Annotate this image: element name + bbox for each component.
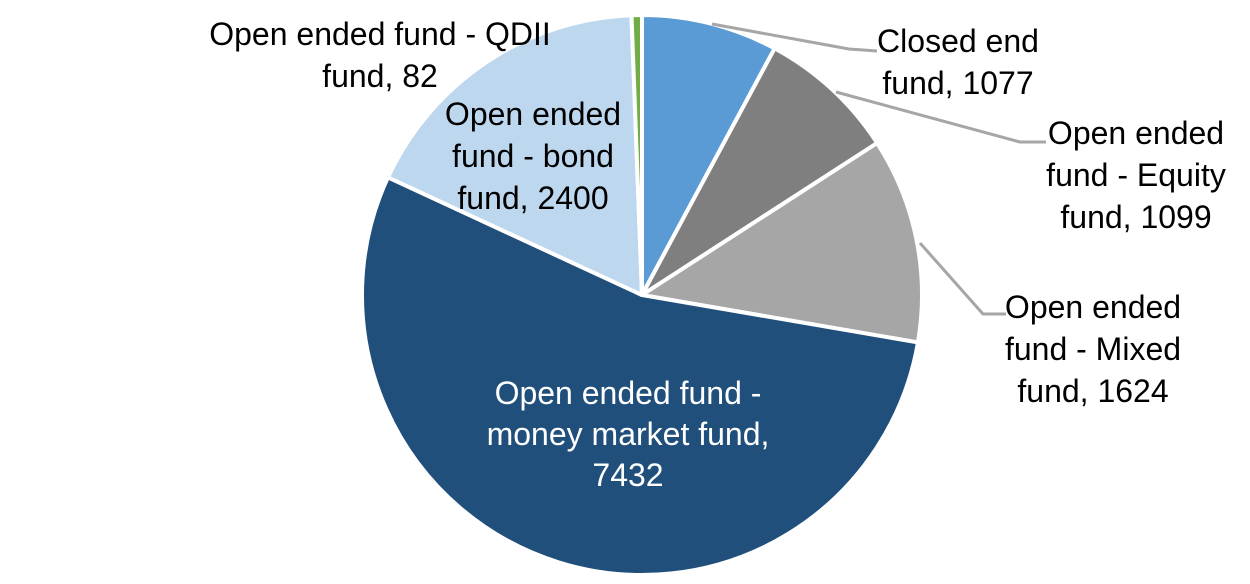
leader-line-open-ended-fund-equity-fund — [835, 90, 1046, 144]
leader-line-open-ended-fund-mixed-fund — [918, 242, 1006, 316]
leader-line-closed-end-fund — [711, 22, 878, 53]
slice-open-ended-fund-qdii-fund — [629, 13, 644, 297]
slice-open-ended-fund-bond-fund — [385, 13, 644, 297]
data-label-open-ended-fund-qdii-fund: Open ended fund - QDII fund, 82 — [209, 16, 551, 94]
slice-open-ended-fund-money-market-fund — [360, 175, 920, 577]
data-label-open-ended-fund-bond-fund: Open ended fund - bond fund, 2400 — [445, 96, 621, 216]
slice-open-ended-fund-equity-fund — [640, 46, 880, 297]
data-label-closed-end-fund: Closed end fund, 1077 — [877, 23, 1039, 101]
data-label-open-ended-fund-money-market-fund: Open ended fund -money market fund, 7432 — [487, 375, 770, 493]
data-label-open-ended-fund-mixed-fund: Open ended fund - Mixed fund, 1624 — [1005, 289, 1181, 409]
data-label-open-ended-fund-equity-fund: Open ended fund - Equity fund, 1099 — [1046, 115, 1226, 235]
slice-closed-end-fund — [640, 13, 777, 297]
slice-open-ended-fund-mixed-fund — [640, 141, 924, 345]
